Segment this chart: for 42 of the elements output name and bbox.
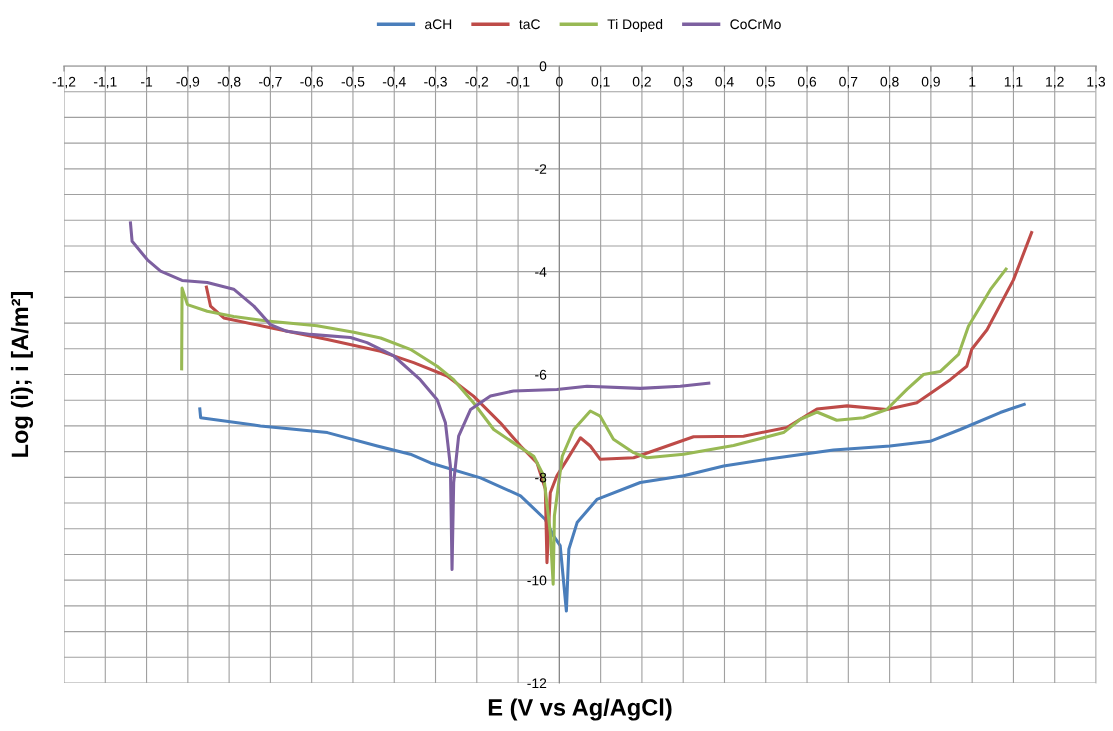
line-series	[128, 221, 711, 571]
x-tick-label: -1,2	[52, 76, 76, 89]
y-tick-label: -12	[527, 678, 547, 689]
x-tick-label: 1,2	[1046, 76, 1064, 89]
x-tick-label: 0,9	[921, 76, 940, 89]
x-tick-label: -0,7	[259, 76, 282, 89]
x-tick-label: -0,5	[341, 76, 365, 89]
x-tick-label: 0,5	[756, 76, 775, 89]
x-tick-label: -0,2	[465, 76, 489, 89]
x-tick-label: 1,3	[1087, 76, 1106, 89]
x-tick-label: 0,1	[591, 76, 610, 89]
x-tick-label: 0,4	[715, 76, 734, 89]
x-tick-label: 0,6	[797, 76, 817, 89]
x-tick-label: -0,4	[382, 76, 406, 89]
y-tick-label: -10	[527, 575, 547, 586]
legend-label: aCH	[425, 19, 452, 30]
line-series	[180, 267, 1008, 586]
y-tick-label: -4	[535, 267, 547, 277]
legend-label: taC	[519, 19, 540, 30]
y-axis-title: Log (i); i [A/m²]	[10, 291, 34, 457]
x-tick-label: -1,1	[93, 76, 117, 89]
x-tick-label: 0	[556, 76, 563, 87]
x-tick-label: 0,7	[839, 76, 858, 89]
x-tick-label: 1,1	[1004, 76, 1023, 89]
x-tick-label: -0,1	[506, 76, 530, 89]
x-tick-label: -0,8	[217, 76, 241, 89]
y-tick-label: -6	[535, 369, 547, 380]
x-axis-title: E (V vs Ag/AgCl)	[488, 698, 672, 721]
x-tick-label: 0,3	[674, 76, 693, 89]
x-tick-label: 0,8	[880, 76, 899, 89]
line-series	[198, 402, 1026, 613]
x-tick-label: 1	[969, 76, 976, 87]
y-tick-label: -8	[535, 472, 547, 483]
x-tick-label: -0,9	[176, 76, 200, 89]
legend-label: CoCrMo	[730, 19, 781, 30]
x-tick-label: -1	[141, 76, 153, 87]
x-tick-label: -0,6	[300, 76, 324, 89]
y-tick-label: 0	[539, 61, 547, 72]
x-tick-label: -0,3	[424, 76, 447, 89]
legend-label: Ti Doped	[607, 18, 663, 32]
y-tick-label: -2	[535, 164, 547, 174]
x-tick-label: 0,2	[632, 76, 651, 89]
